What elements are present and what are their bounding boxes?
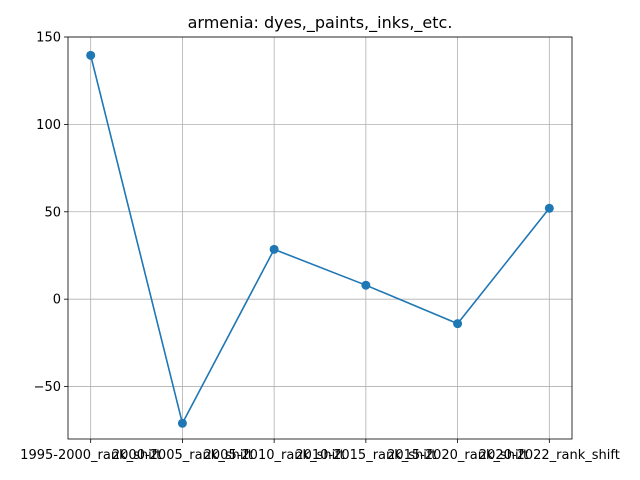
data-point xyxy=(361,280,371,290)
axis-ticks: 1995-2000_rank_shift2000-2005_rank_shift… xyxy=(20,31,620,464)
data-point xyxy=(269,244,279,254)
x-tick-label: 2015-2020_rank_shift xyxy=(387,448,528,463)
series-line xyxy=(89,55,550,426)
x-tick-label: 2020-2022_rank_shift xyxy=(479,448,620,463)
y-tick-label: 0 xyxy=(53,293,61,308)
x-tick-label: 1995-2000_rank_shift xyxy=(20,448,161,463)
x-tick-label: 2005-2010_rank_shift xyxy=(204,448,345,463)
y-tick-label: 150 xyxy=(36,31,61,46)
data-point xyxy=(453,319,463,329)
y-tick-label: 50 xyxy=(44,205,61,220)
y-tick-label: 100 xyxy=(36,118,61,133)
data-point xyxy=(86,50,96,60)
plot-frame xyxy=(67,36,573,440)
data-point xyxy=(544,203,554,213)
grid xyxy=(68,36,572,439)
x-tick-label: 2000-2005_rank_shift xyxy=(112,448,253,463)
data-point xyxy=(177,418,187,428)
y-tick-label: −50 xyxy=(34,380,61,395)
x-tick-label: 2010-2015_rank_shift xyxy=(295,448,436,463)
chart-title: armenia: dyes,_paints,_inks,_etc. xyxy=(188,13,453,33)
series-group xyxy=(86,50,554,428)
